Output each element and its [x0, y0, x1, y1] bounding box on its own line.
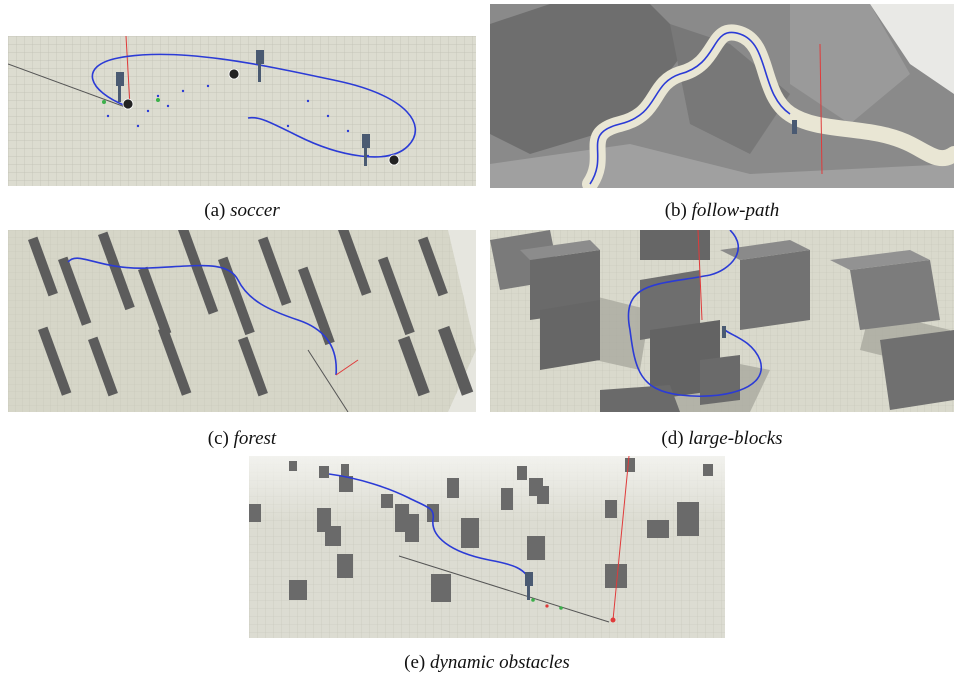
caption-soccer: (a) soccer [8, 200, 476, 222]
large-blocks-path-line [627, 230, 763, 398]
caption-name: dynamic obstacles [430, 652, 570, 673]
caption-name: soccer [230, 200, 280, 221]
caption-label: (c) [207, 428, 229, 449]
caption-label: (b) [664, 200, 687, 221]
caption-dynamic-obstacles: (e) dynamic obstacles [249, 652, 725, 674]
follow-path-line [589, 31, 791, 185]
robot-icon [525, 572, 533, 600]
panel-follow-path-image [490, 4, 954, 188]
ball-icon [122, 68, 400, 166]
panel-forest-image [8, 230, 476, 412]
caption-large-blocks: (d) large-blocks [490, 428, 954, 450]
caption-forest: (c) forest [8, 428, 476, 450]
forest-path-line [67, 257, 338, 376]
caption-label: (e) [404, 652, 426, 673]
robot-icon [116, 50, 370, 166]
building-blocks [490, 230, 954, 412]
forest-pillars [28, 230, 474, 397]
caption-label: (a) [204, 200, 226, 221]
robot-icon [792, 120, 797, 134]
caption-label: (d) [661, 428, 684, 449]
caption-name: forest [233, 428, 277, 449]
soccer-path-line [91, 53, 417, 158]
caption-name: large-blocks [688, 428, 783, 449]
panel-large-blocks-image [490, 230, 954, 412]
dynamic-obstacles-path-line [328, 473, 532, 585]
panel-soccer-image [8, 36, 476, 186]
panel-dynamic-obstacles-image [249, 456, 725, 638]
caption-follow-path: (b) follow-path [490, 200, 954, 222]
dynamic-obstacle-boxes [249, 458, 713, 602]
robot-icon [722, 326, 726, 338]
caption-name: follow-path [691, 200, 780, 221]
